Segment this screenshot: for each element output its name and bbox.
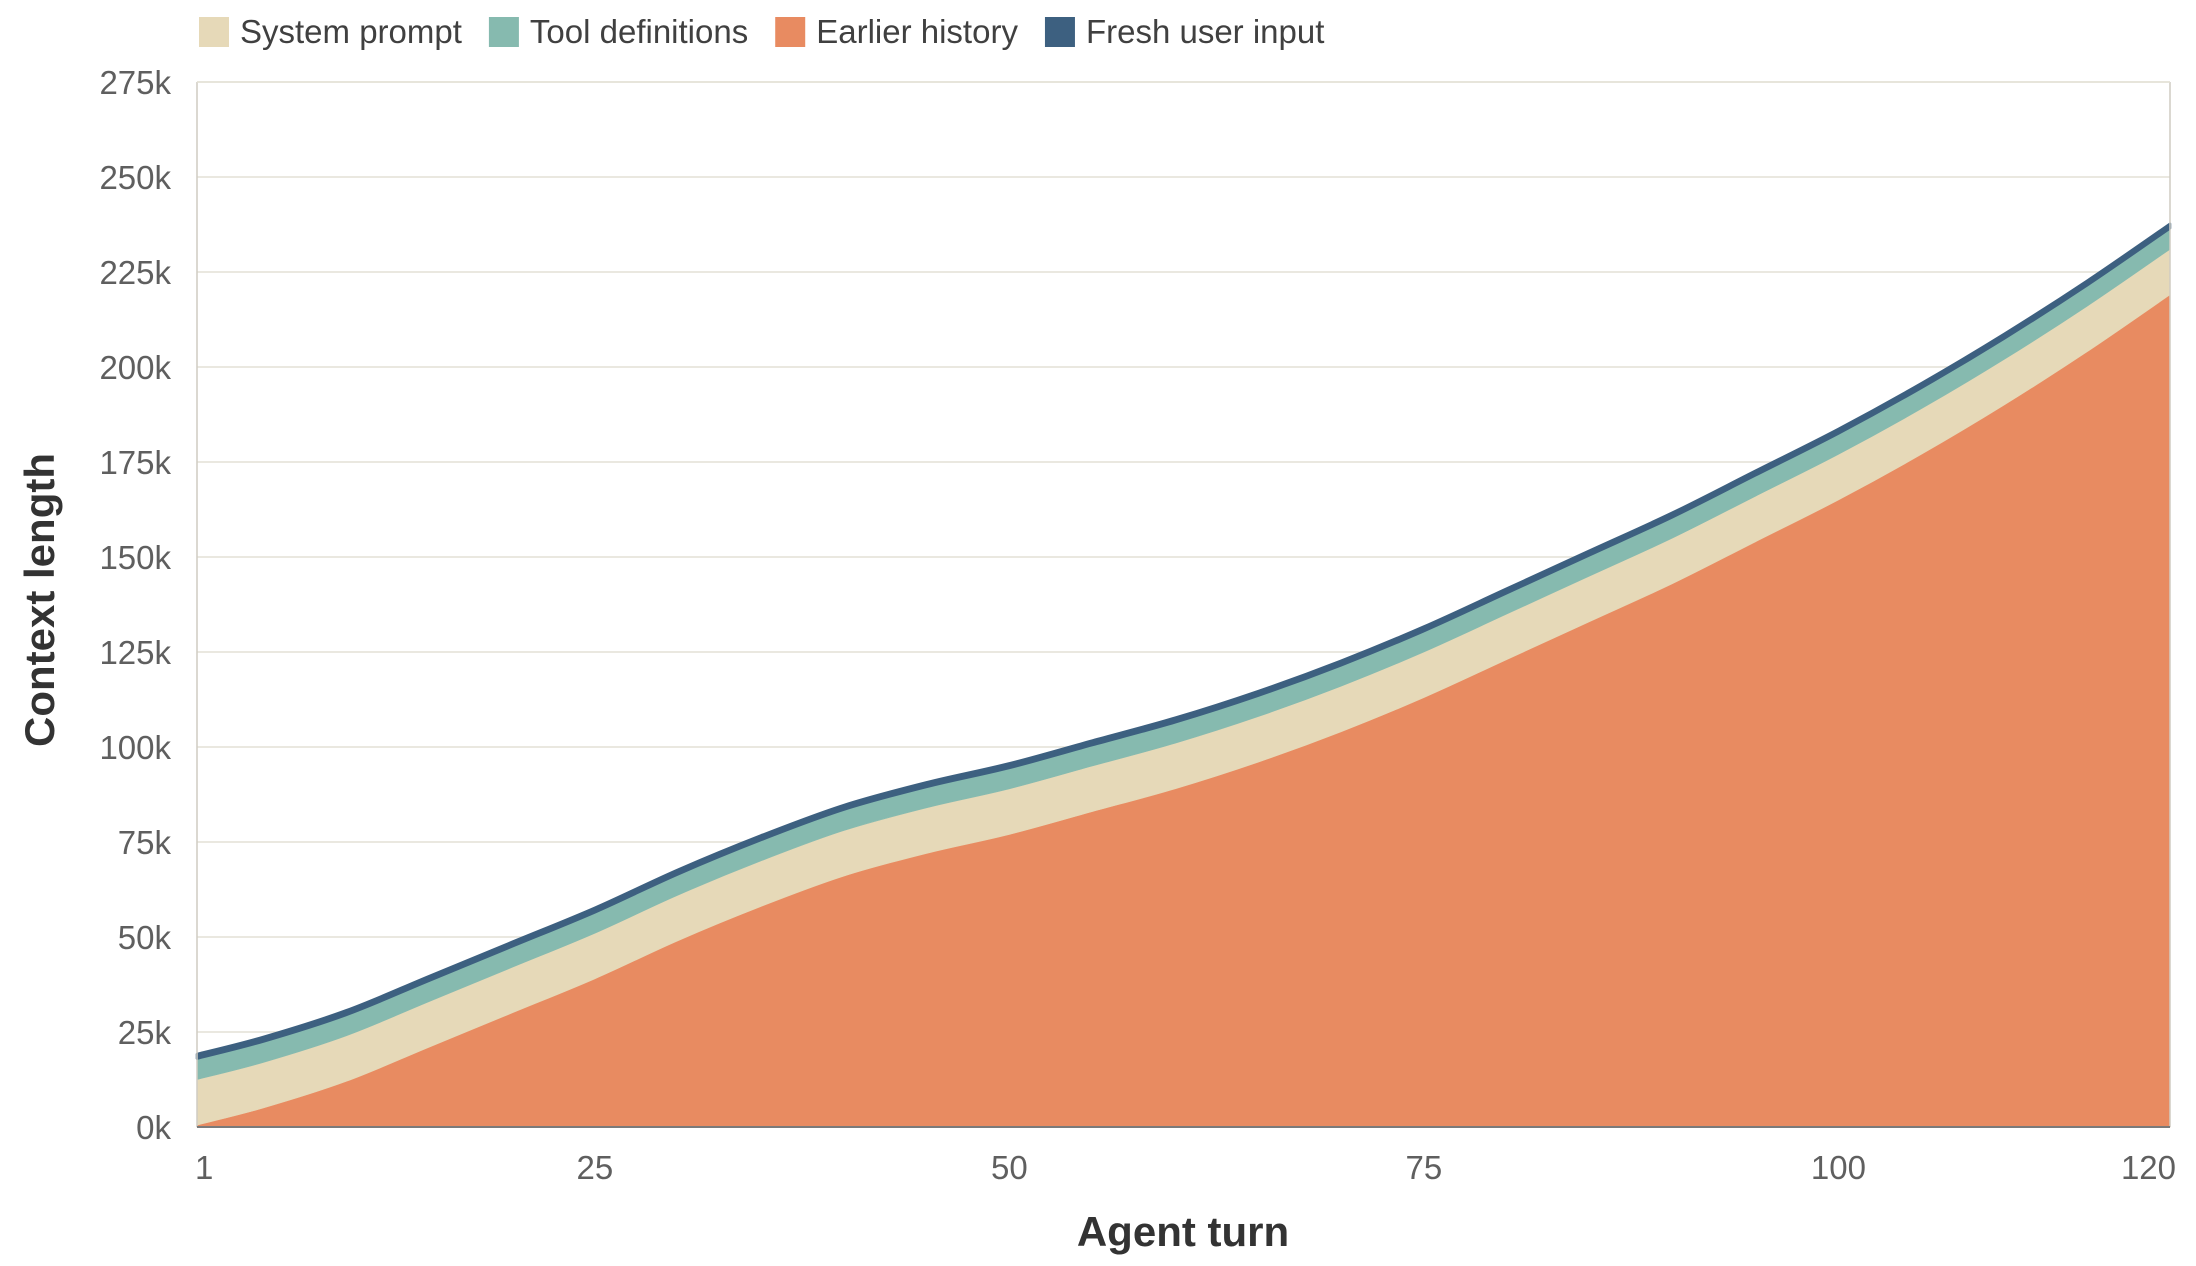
legend-swatch [1044, 17, 1075, 47]
y-tick-label: 175k [99, 444, 171, 481]
y-tick-label: 100k [99, 729, 171, 766]
area-series [195, 222, 2172, 1128]
y-tick-label: 50k [118, 919, 172, 956]
y-tick-label: 200k [99, 349, 171, 386]
y-tick-label: 125k [99, 634, 171, 671]
x-tick-label: 120 [2121, 1149, 2176, 1186]
legend-label: Earlier history [816, 13, 1018, 50]
y-tick-label: 25k [118, 1014, 172, 1051]
y-axis-ticks: 0k 25k 50k 75k 100k 125k 150k 175k 200k 225k 250k 2… [99, 64, 171, 1146]
legend-label: Fresh user input [1086, 13, 1324, 50]
x-tick-label: 75 [1406, 1149, 1443, 1186]
legend-label: System prompt [240, 13, 462, 50]
x-axis-title: Agent turn [1077, 1208, 1289, 1255]
legend-item-tool-definitions: Tool definitions [488, 13, 748, 50]
y-axis-title: Context length [16, 453, 63, 747]
legend-swatch [199, 17, 229, 47]
y-tick-label: 275k [99, 64, 171, 101]
y-tick-label: 150k [99, 539, 171, 576]
legend-swatch [775, 17, 806, 47]
y-tick-label: 225k [99, 254, 171, 291]
x-tick-label: 50 [991, 1149, 1028, 1186]
legend-item-system-prompt: System prompt [199, 13, 462, 50]
axes [196, 81, 2171, 1128]
legend: System prompt Tool definitions Earlier his… [199, 13, 1324, 50]
legend-item-earlier-history: Earlier history [775, 13, 1018, 50]
x-tick-label: 1 [195, 1149, 213, 1186]
legend-swatch [488, 17, 519, 47]
legend-label: Tool definitions [530, 13, 748, 50]
y-tick-label: 75k [118, 824, 172, 861]
x-tick-label: 25 [577, 1149, 614, 1186]
y-tick-label: 250k [99, 159, 171, 196]
legend-item-fresh-user-input: Fresh user input [1044, 13, 1324, 50]
x-tick-label: 100 [1811, 1149, 1866, 1186]
x-axis-ticks: 1 25 50 75 100 120 [195, 1149, 2176, 1186]
y-tick-label: 0k [136, 1109, 171, 1146]
